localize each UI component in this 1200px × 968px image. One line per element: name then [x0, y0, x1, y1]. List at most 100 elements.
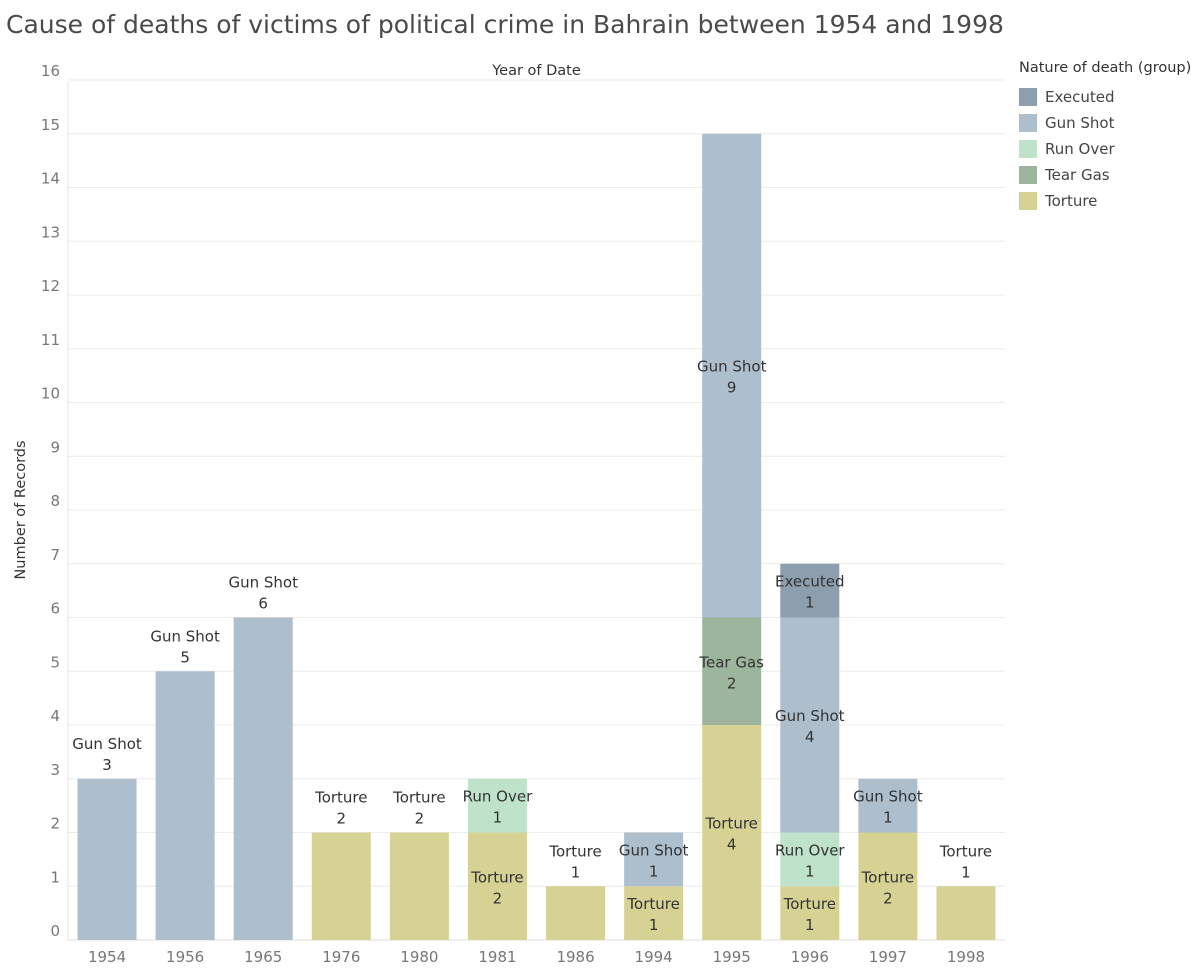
y-tick-label: 11 [41, 331, 60, 349]
data-label-category: Torture [704, 815, 757, 833]
y-tick-label: 1 [50, 868, 60, 886]
data-label-value: 1 [649, 862, 659, 880]
data-label-value: 2 [883, 889, 893, 907]
y-tick-label: 15 [41, 116, 60, 134]
bar-segment [546, 886, 606, 940]
data-label-value: 4 [805, 728, 815, 746]
data-label-value: 1 [805, 916, 815, 934]
data-label-value: 2 [415, 810, 425, 828]
legend-item[interactable]: Tear Gas [1019, 162, 1191, 188]
x-tick-label: 1954 [88, 948, 126, 966]
y-tick-label: 16 [41, 62, 60, 80]
x-axis-title: Year of Date [491, 63, 581, 79]
y-tick-label: 14 [41, 170, 60, 188]
data-label-category: Run Over [463, 788, 533, 806]
y-tick-label: 3 [50, 761, 60, 779]
legend-swatch [1019, 166, 1037, 184]
bar-segment [936, 886, 996, 940]
data-label-category: Torture [470, 868, 523, 886]
data-label-value: 1 [571, 863, 581, 881]
data-label-category: Gun Shot [775, 707, 845, 725]
bar-segment [467, 832, 527, 940]
bar-segment [780, 563, 840, 618]
bar-segment [858, 778, 918, 833]
data-label-value: 1 [805, 594, 815, 612]
data-label-value: 5 [180, 648, 190, 666]
legend-swatch [1019, 88, 1037, 106]
bar-segment [233, 617, 293, 940]
bar-segment [780, 617, 840, 833]
legend-title: Nature of death (group) [1019, 60, 1192, 76]
bar-segment [702, 725, 762, 940]
data-label-category: Torture [783, 895, 836, 913]
data-label-category: Torture [861, 868, 914, 886]
y-tick-label: 2 [50, 815, 60, 833]
x-tick-label: 1956 [166, 948, 204, 966]
data-label-category: Gun Shot [150, 627, 220, 645]
y-tick-label: 0 [50, 922, 60, 940]
bar-segment [780, 832, 840, 887]
data-label-value: 2 [337, 810, 347, 828]
x-tick-label: 1981 [478, 948, 516, 966]
y-tick-label: 4 [50, 707, 60, 725]
bar-segment [311, 832, 371, 940]
legend-item[interactable]: Executed [1019, 84, 1191, 110]
data-label-category: Gun Shot [619, 841, 689, 859]
bar-segment [780, 886, 840, 940]
data-label-category: Run Over [775, 841, 845, 859]
legend-swatch [1019, 140, 1037, 158]
data-label-category: Gun Shot [228, 574, 298, 592]
data-label-value: 9 [727, 379, 737, 397]
data-label-category: Torture [939, 842, 992, 860]
legend-label: Executed [1045, 88, 1115, 106]
data-label-category: Gun Shot [72, 735, 142, 753]
data-label-value: 2 [727, 674, 737, 692]
y-tick-label: 10 [41, 385, 60, 403]
x-tick-label: 1976 [322, 948, 360, 966]
data-label-category: Torture [548, 842, 601, 860]
data-label-value: 4 [727, 836, 737, 854]
x-tick-label: 1998 [947, 948, 985, 966]
data-label-category: Gun Shot [853, 788, 923, 806]
x-tick-label: 1965 [244, 948, 282, 966]
y-tick-label: 13 [41, 223, 60, 241]
data-label-value: 3 [102, 756, 112, 774]
legend-swatch [1019, 192, 1037, 210]
legend-item[interactable]: Torture [1019, 188, 1191, 214]
bar-segment [624, 886, 684, 940]
legend-label: Run Over [1045, 140, 1115, 158]
legend-label: Torture [1045, 192, 1098, 210]
bar-segment [467, 778, 527, 833]
x-tick-label: 1996 [791, 948, 829, 966]
data-label-value: 1 [961, 863, 971, 881]
legend-label: Gun Shot [1045, 114, 1115, 132]
legend-label: Tear Gas [1045, 166, 1110, 184]
x-tick-label: 1986 [556, 948, 594, 966]
data-label-value: 1 [805, 862, 815, 880]
y-tick-label: 7 [50, 546, 60, 564]
data-label-value: 6 [258, 595, 268, 613]
chart-title: Cause of deaths of victims of political … [6, 10, 1004, 39]
legend-swatch [1019, 114, 1037, 132]
y-tick-label: 9 [50, 438, 60, 456]
bar-segment [702, 617, 762, 725]
data-label-value: 2 [493, 889, 503, 907]
bar-segment [858, 832, 918, 940]
legend-item[interactable]: Gun Shot [1019, 110, 1191, 136]
y-tick-label: 6 [50, 600, 60, 618]
data-label-value: 1 [883, 809, 893, 827]
x-tick-label: 1997 [869, 948, 907, 966]
x-tick-label: 1980 [400, 948, 438, 966]
bar-segment [155, 671, 215, 940]
bar-segment [624, 832, 684, 887]
legend: Nature of death (group) Executed Gun Shot… [1019, 60, 1191, 214]
y-axis-title: Number of Records [13, 440, 29, 579]
data-label-category: Gun Shot [697, 358, 767, 376]
bar-segment [389, 832, 449, 940]
legend-item[interactable]: Run Over [1019, 136, 1191, 162]
data-label-category: Executed [775, 573, 845, 591]
data-label-category: Torture [626, 895, 679, 913]
bar-segment [77, 778, 137, 940]
data-label-category: Torture [392, 789, 445, 807]
